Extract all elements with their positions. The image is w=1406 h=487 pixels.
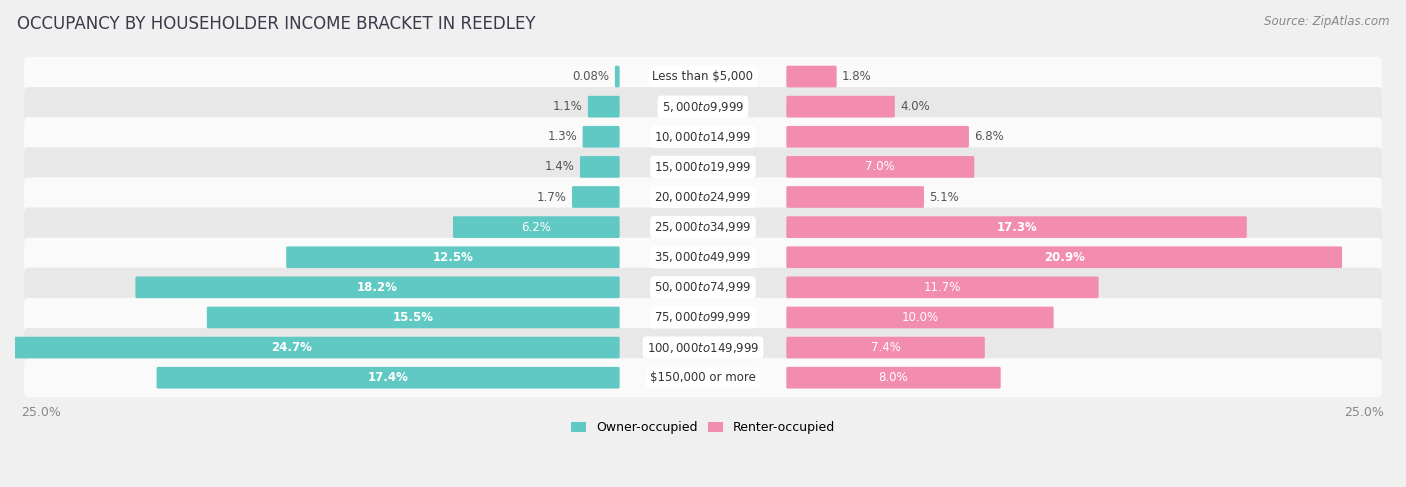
FancyBboxPatch shape <box>135 277 620 298</box>
Text: 7.0%: 7.0% <box>866 160 896 173</box>
Text: $100,000 to $149,999: $100,000 to $149,999 <box>647 340 759 355</box>
Text: 11.7%: 11.7% <box>924 281 962 294</box>
FancyBboxPatch shape <box>614 66 620 87</box>
Text: 1.3%: 1.3% <box>547 131 578 143</box>
FancyBboxPatch shape <box>786 66 837 87</box>
Text: $75,000 to $99,999: $75,000 to $99,999 <box>654 311 752 324</box>
Text: 0.08%: 0.08% <box>572 70 610 83</box>
FancyBboxPatch shape <box>24 268 1382 307</box>
Text: 5.1%: 5.1% <box>929 190 959 204</box>
FancyBboxPatch shape <box>287 246 620 268</box>
Text: 17.4%: 17.4% <box>368 371 409 384</box>
Text: $25,000 to $34,999: $25,000 to $34,999 <box>654 220 752 234</box>
FancyBboxPatch shape <box>24 298 1382 337</box>
FancyBboxPatch shape <box>156 367 620 389</box>
FancyBboxPatch shape <box>24 87 1382 126</box>
Text: OCCUPANCY BY HOUSEHOLDER INCOME BRACKET IN REEDLEY: OCCUPANCY BY HOUSEHOLDER INCOME BRACKET … <box>17 15 536 33</box>
Text: 17.3%: 17.3% <box>997 221 1038 234</box>
FancyBboxPatch shape <box>786 307 1053 328</box>
FancyBboxPatch shape <box>786 156 974 178</box>
Text: $150,000 or more: $150,000 or more <box>650 371 756 384</box>
Text: $20,000 to $24,999: $20,000 to $24,999 <box>654 190 752 204</box>
Text: 1.8%: 1.8% <box>842 70 872 83</box>
Text: 24.7%: 24.7% <box>271 341 312 354</box>
Text: $15,000 to $19,999: $15,000 to $19,999 <box>654 160 752 174</box>
FancyBboxPatch shape <box>24 117 1382 156</box>
FancyBboxPatch shape <box>786 246 1343 268</box>
Text: 1.7%: 1.7% <box>537 190 567 204</box>
FancyBboxPatch shape <box>24 57 1382 96</box>
FancyBboxPatch shape <box>786 337 984 358</box>
FancyBboxPatch shape <box>24 238 1382 277</box>
Text: $5,000 to $9,999: $5,000 to $9,999 <box>662 100 744 113</box>
FancyBboxPatch shape <box>786 186 924 208</box>
FancyBboxPatch shape <box>572 186 620 208</box>
Text: 15.5%: 15.5% <box>392 311 433 324</box>
Text: 6.8%: 6.8% <box>974 131 1004 143</box>
FancyBboxPatch shape <box>0 337 620 358</box>
Text: 4.0%: 4.0% <box>900 100 929 113</box>
Text: 10.0%: 10.0% <box>901 311 939 324</box>
Text: 20.9%: 20.9% <box>1043 251 1084 264</box>
Text: 7.4%: 7.4% <box>870 341 900 354</box>
FancyBboxPatch shape <box>453 216 620 238</box>
Text: $35,000 to $49,999: $35,000 to $49,999 <box>654 250 752 264</box>
FancyBboxPatch shape <box>786 277 1098 298</box>
FancyBboxPatch shape <box>786 216 1247 238</box>
Legend: Owner-occupied, Renter-occupied: Owner-occupied, Renter-occupied <box>567 416 839 439</box>
FancyBboxPatch shape <box>579 156 620 178</box>
Text: 18.2%: 18.2% <box>357 281 398 294</box>
Text: Less than $5,000: Less than $5,000 <box>652 70 754 83</box>
Text: 1.1%: 1.1% <box>553 100 582 113</box>
Text: 12.5%: 12.5% <box>433 251 474 264</box>
Text: 1.4%: 1.4% <box>544 160 575 173</box>
FancyBboxPatch shape <box>588 96 620 117</box>
FancyBboxPatch shape <box>24 177 1382 217</box>
FancyBboxPatch shape <box>786 96 894 117</box>
FancyBboxPatch shape <box>786 126 969 148</box>
FancyBboxPatch shape <box>207 307 620 328</box>
Text: $50,000 to $74,999: $50,000 to $74,999 <box>654 281 752 294</box>
FancyBboxPatch shape <box>24 328 1382 367</box>
Text: 6.2%: 6.2% <box>522 221 551 234</box>
FancyBboxPatch shape <box>786 367 1001 389</box>
Text: Source: ZipAtlas.com: Source: ZipAtlas.com <box>1264 15 1389 28</box>
Text: $10,000 to $14,999: $10,000 to $14,999 <box>654 130 752 144</box>
FancyBboxPatch shape <box>24 358 1382 397</box>
FancyBboxPatch shape <box>582 126 620 148</box>
Text: 8.0%: 8.0% <box>879 371 908 384</box>
FancyBboxPatch shape <box>24 207 1382 247</box>
FancyBboxPatch shape <box>24 147 1382 187</box>
